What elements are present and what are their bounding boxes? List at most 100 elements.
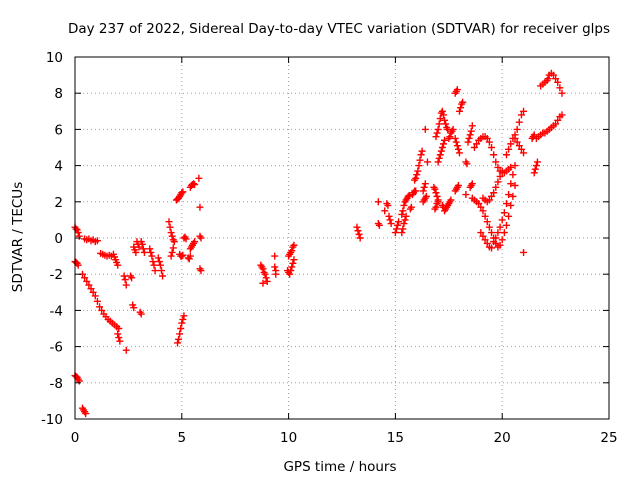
data-point: [400, 201, 408, 209]
data-point: [395, 218, 403, 226]
y-tick-label: -8: [50, 376, 63, 392]
data-point: [169, 244, 177, 252]
y-tick-label: 6: [54, 122, 63, 138]
y-tick-label: 2: [54, 195, 63, 211]
data-point: [475, 200, 483, 208]
data-point: [93, 237, 101, 245]
data-point: [175, 335, 183, 343]
data-point: [398, 210, 406, 218]
data-point: [465, 134, 473, 142]
data-point: [159, 272, 167, 280]
chart-title: Day 237 of 2022, Sidereal Day-to-day VTE…: [68, 21, 610, 37]
data-point: [532, 162, 540, 170]
data-point: [93, 297, 101, 305]
data-point: [98, 306, 106, 314]
data-point: [454, 182, 462, 190]
data-point: [435, 154, 443, 162]
data-point: [85, 281, 93, 289]
data-point: [421, 125, 429, 133]
data-point: [414, 167, 422, 175]
data-point: [517, 145, 525, 153]
data-point: [500, 209, 508, 217]
data-point: [405, 191, 413, 199]
data-point: [483, 239, 491, 247]
data-point: [174, 339, 182, 347]
data-point: [498, 236, 506, 244]
data-point: [271, 252, 279, 260]
data-point: [435, 120, 443, 128]
data-point: [507, 180, 515, 188]
data-point: [492, 183, 500, 191]
data-point: [485, 223, 493, 231]
data-point: [439, 111, 447, 119]
data-point: [466, 131, 474, 139]
data-point: [401, 216, 409, 224]
data-point: [434, 125, 442, 133]
data-point: [421, 180, 429, 188]
data-point: [439, 140, 447, 148]
data-point: [485, 196, 493, 204]
data-point: [513, 138, 521, 146]
data-point: [412, 174, 420, 182]
data-point: [75, 377, 83, 385]
data-point: [544, 75, 552, 83]
data-point: [178, 252, 186, 260]
y-tick-label: 0: [54, 231, 63, 247]
data-point: [190, 180, 198, 188]
data-point: [558, 111, 566, 119]
data-point: [509, 192, 517, 200]
data-point: [262, 274, 270, 282]
data-point: [391, 229, 399, 237]
y-tick-label: 8: [54, 86, 63, 102]
data-point: [436, 115, 444, 123]
y-tick-label: -2: [50, 267, 63, 283]
data-point: [505, 212, 513, 220]
data-point: [438, 107, 446, 115]
data-point: [147, 248, 155, 256]
data-point: [289, 259, 297, 267]
data-point: [191, 238, 199, 246]
data-point: [507, 140, 515, 148]
data-point: [483, 134, 491, 142]
data-point: [191, 181, 199, 189]
tick-marks: [74, 56, 610, 420]
x-tick-label: 5: [178, 430, 187, 446]
data-point: [511, 182, 519, 190]
data-point: [511, 162, 519, 170]
data-point: [114, 330, 122, 338]
data-point: [170, 238, 178, 246]
data-point: [167, 229, 175, 237]
data-point: [492, 234, 500, 242]
data-point: [356, 234, 364, 242]
data-point: [137, 310, 145, 318]
data-point: [433, 192, 441, 200]
data-point: [432, 189, 440, 197]
data-point: [83, 277, 91, 285]
data-point: [455, 149, 463, 157]
data-point: [290, 241, 298, 249]
data-point: [490, 151, 498, 159]
data-point: [498, 216, 506, 224]
data-point: [502, 151, 510, 159]
data-point: [287, 267, 295, 275]
data-point: [114, 261, 122, 269]
data-point: [384, 201, 392, 209]
data-point: [511, 134, 519, 142]
data-point: [96, 303, 104, 311]
data-point: [419, 187, 427, 195]
data-point: [402, 212, 410, 220]
data-point: [558, 89, 566, 97]
data-point: [399, 225, 407, 233]
data-point: [81, 274, 89, 282]
data-point: [436, 151, 444, 159]
data-point: [168, 248, 176, 256]
data-point: [399, 207, 407, 215]
data-point: [387, 220, 395, 228]
data-point: [355, 230, 363, 238]
data-point: [177, 325, 185, 332]
data-point: [139, 245, 147, 253]
data-point: [196, 203, 204, 211]
data-point: [485, 138, 493, 146]
data-point: [438, 144, 446, 151]
